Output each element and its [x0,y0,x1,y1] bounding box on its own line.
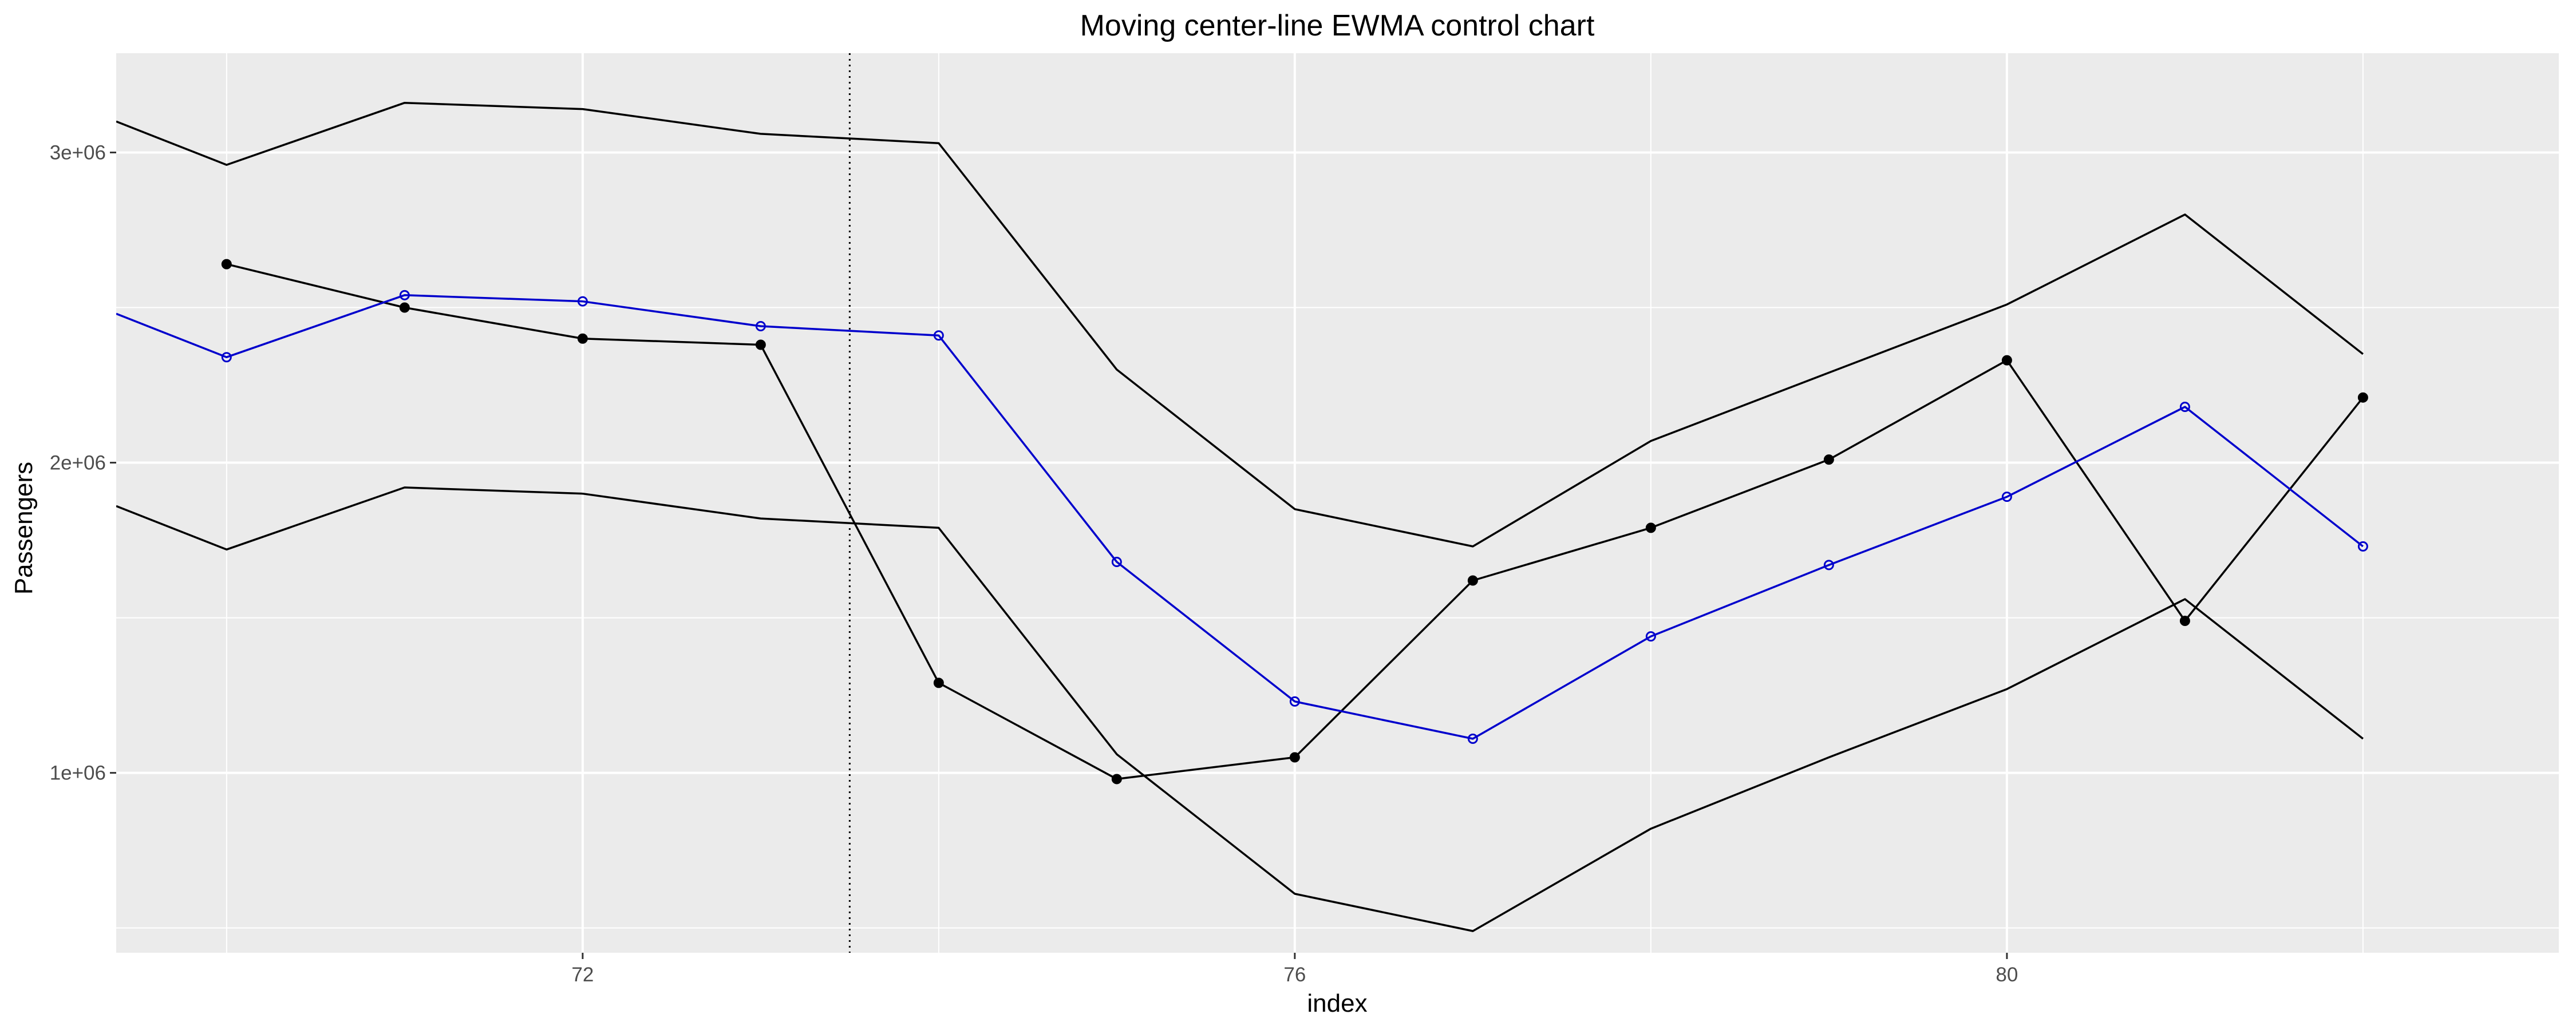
center-point [1645,631,1656,642]
plot-panel [116,53,2559,953]
center-point [2357,541,2368,552]
center-point [1823,560,1834,571]
y-axis-label: Passengers [10,462,38,595]
x-tick-label: 80 [1996,964,2018,986]
observed-point [2357,392,2368,403]
observed-point [399,302,410,313]
center-point [2001,492,2012,502]
center-point [1111,556,1122,567]
lower-line [116,486,2364,932]
center-point [399,290,410,300]
x-tick-label: 76 [1283,964,1306,986]
y-tick-label: 3e+06 [50,141,106,164]
center-point [577,296,588,307]
observed-point [1111,774,1122,785]
center-point [933,330,944,341]
series-group [116,53,2368,953]
y-tick-label: 2e+06 [50,452,106,474]
observed-point [933,678,944,688]
observed-point [2179,615,2190,626]
center-point [2179,401,2190,412]
observed-point [1645,522,1656,533]
observed-point [1823,454,1834,465]
observed-point [2001,355,2012,366]
observed-point [221,259,232,270]
chart-title: Moving center-line EWMA control chart [1080,9,1595,42]
center-point [1467,733,1478,744]
upper-line [116,101,2364,548]
observed-point [755,339,766,350]
center-point [1289,696,1300,707]
observed-point [1467,575,1478,586]
x-axis-label: index [1307,989,1367,1017]
plot-background [116,53,2559,953]
y-tick-label: 1e+06 [50,762,106,785]
x-tick-label: 72 [571,964,594,986]
center-point [755,321,766,332]
observed-point [1289,752,1300,763]
center-point [221,352,232,363]
center-line [116,294,2364,740]
observed-point [577,333,588,344]
